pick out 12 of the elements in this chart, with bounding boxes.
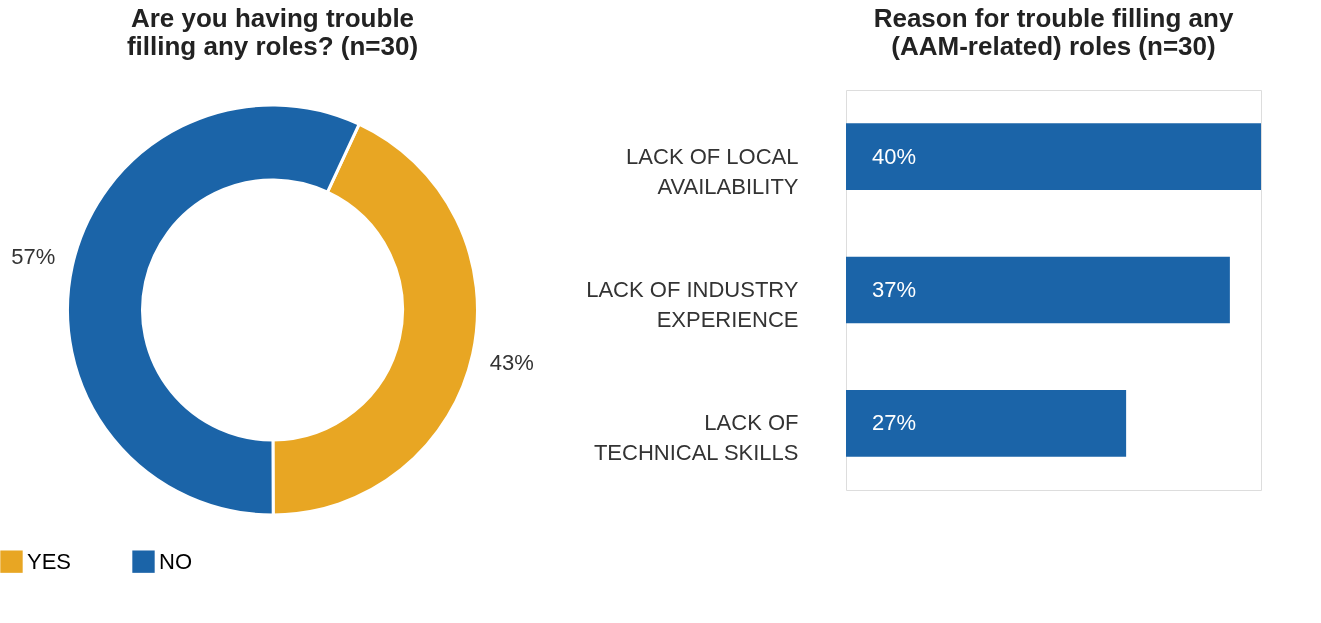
data-label: 57% xyxy=(11,244,56,270)
data-label: 27% xyxy=(872,410,917,436)
chart-title: Reason for trouble filling any (AAM-related) roles (n=30) xyxy=(873,3,1234,61)
data-label: 40% xyxy=(872,143,917,169)
chart-title: Are you having trouble filling any roles? (n=30) xyxy=(126,3,419,61)
y-tick-label: LACK OF TECHNICAL SKILLS xyxy=(593,410,799,466)
legend-label: YES xyxy=(27,548,72,574)
y-tick-label: LACK OF LOCAL AVAILABILITY xyxy=(626,143,799,199)
y-tick-label: LACK OF INDUSTRY EXPERIENCE xyxy=(586,277,799,332)
legend-label: NO xyxy=(159,548,192,574)
data-label: 37% xyxy=(872,277,917,302)
data-label: 43% xyxy=(489,349,534,375)
